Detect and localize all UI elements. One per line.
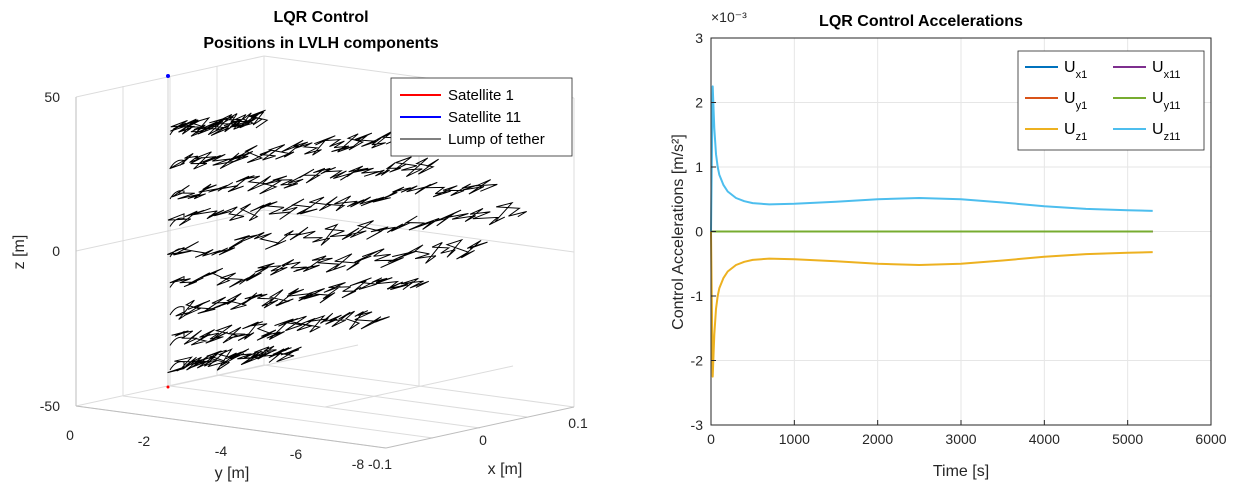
chart3d-title-line2: Positions in LVLH components	[203, 35, 438, 52]
chart-2d: LQR Control Accelerations ×10⁻³ 0 1000 200…	[670, 9, 1227, 480]
chart3d-title-line1: LQR Control	[273, 9, 368, 26]
x-tick-label: 0.1	[568, 415, 588, 431]
series-line-u-z11	[710, 85, 1153, 232]
chart2d-title: LQR Control Accelerations	[819, 13, 1023, 30]
x-tick-label-2d: 4000	[1029, 431, 1060, 447]
tether-lump-line	[169, 238, 488, 288]
legend-satellite-11-label: Satellite 11	[448, 109, 521, 126]
satellite-11-marker	[166, 74, 170, 78]
tether-lump-line	[169, 310, 390, 346]
z-tick-label: 0	[52, 243, 60, 259]
x-tick-label-2d: 0	[707, 431, 715, 447]
x-axis-label-2d: Time [s]	[933, 463, 989, 480]
series-lines	[710, 85, 1153, 378]
y-axis-label-2d: Control Accelerations [m/s²]	[670, 134, 687, 330]
axes-3d-frame	[75, 97, 575, 449]
z-tick-label: 50	[44, 89, 60, 105]
x-ticks: 0 1000 2000 3000 4000 5000 6000	[707, 420, 1227, 447]
tether-lumps	[167, 109, 527, 374]
tether-lump-line	[167, 201, 527, 258]
legend-2d: Ux1 Ux11 Uy1 Uy11 Uz1 Uz11	[1017, 50, 1205, 151]
x-axis-label: x [m]	[488, 461, 523, 478]
legend-satellite-1-label: Satellite 1	[448, 87, 514, 104]
y-tick-label-2d: 2	[695, 95, 703, 111]
x-tick-label: -0.1	[368, 456, 392, 472]
y-tick-label: -2	[138, 433, 151, 449]
y-tick-label-2d: -1	[691, 288, 704, 304]
y-tick-label-2d: -2	[691, 353, 704, 369]
x-tick-label-2d: 1000	[779, 431, 810, 447]
y-tick-label: -6	[290, 446, 303, 462]
legend-label: Ux1	[1064, 59, 1087, 81]
tether-lump-line	[169, 129, 400, 170]
legend-label: Ux11	[1152, 59, 1180, 81]
y-tick-label: 0	[66, 427, 74, 443]
y-tick-label-2d: -3	[691, 417, 704, 433]
tether-lump-line	[167, 179, 498, 227]
y-exponent-label: ×10⁻³	[711, 9, 747, 25]
y-tick-label: -8	[352, 456, 365, 472]
chart-3d: LQR Control Positions in LVLH components	[11, 9, 588, 482]
y-tick-label-2d: 1	[695, 159, 703, 175]
x-tick-label-2d: 3000	[945, 431, 976, 447]
x-tick-label-2d: 5000	[1112, 431, 1143, 447]
x-tick-label-2d: 6000	[1195, 431, 1226, 447]
legend-tether-label: Lump of tether	[448, 131, 545, 148]
tether-lump-line	[169, 109, 269, 137]
tether-lump-line	[169, 277, 430, 320]
tether-lump-line	[167, 345, 302, 374]
z-tick-label: -50	[40, 398, 60, 414]
y-axis-label: y [m]	[215, 465, 250, 482]
axes-3d-grid	[75, 55, 575, 449]
legend-3d: Satellite 1 Satellite 11 Lump of tether	[390, 77, 573, 157]
x-tick-label-2d: 2000	[862, 431, 893, 447]
y-ticks: 3 2 1 0 -1 -2 -3	[691, 30, 716, 433]
y-tick-label: -4	[215, 443, 228, 459]
z-axis-label: z [m]	[11, 235, 28, 270]
tether-lump-line	[169, 156, 439, 200]
y-tick-label-2d: 0	[695, 224, 703, 240]
series-line-u-z1	[710, 231, 1153, 378]
legend-label: Uz11	[1152, 121, 1180, 143]
legend-label: Uy11	[1152, 90, 1180, 112]
legend-label: Uz1	[1064, 121, 1087, 143]
satellite-1-marker	[166, 385, 170, 389]
y-tick-label-2d: 3	[695, 30, 703, 46]
x-tick-label: 0	[479, 432, 487, 448]
legend-label: Uy1	[1064, 90, 1087, 112]
